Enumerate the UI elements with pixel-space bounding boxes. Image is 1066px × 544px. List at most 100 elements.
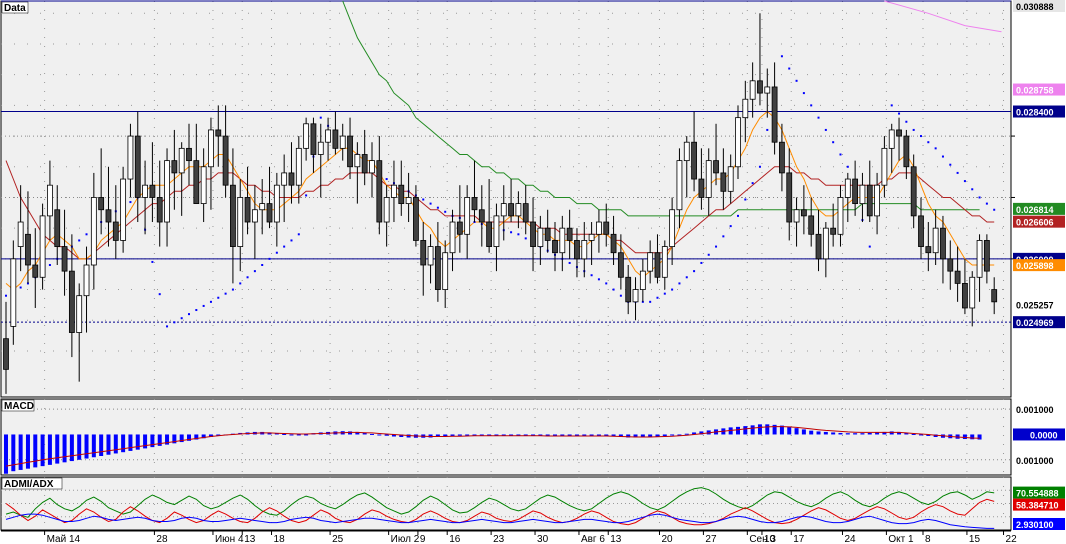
sar-dot <box>590 274 593 277</box>
candle-body <box>625 276 632 303</box>
macd-bar <box>187 434 191 441</box>
candle-body <box>208 129 214 168</box>
macd-bar <box>208 434 213 437</box>
adx-axis: 70.554888 58.384710 2.930100 <box>1013 486 1065 530</box>
candle-body <box>156 197 163 223</box>
sar-dot <box>678 282 681 285</box>
sar-dot <box>985 202 988 205</box>
candle-body <box>866 184 873 217</box>
candle-body <box>90 197 97 266</box>
macd-bar <box>772 424 777 435</box>
candle-body <box>332 129 339 149</box>
sar-dot <box>290 239 293 242</box>
candle-body <box>654 252 661 278</box>
candle-body <box>98 197 105 211</box>
candle-body <box>757 80 763 94</box>
candle-body <box>25 233 31 266</box>
candle-body <box>149 184 156 198</box>
sar-dot <box>188 313 190 316</box>
candle-body <box>398 184 405 205</box>
macd-bar <box>304 434 309 436</box>
candle-body <box>647 252 654 272</box>
candle-body <box>603 221 610 235</box>
candle-body <box>456 221 463 235</box>
adx-minus-line <box>5 498 995 526</box>
sar-dot <box>927 141 930 144</box>
macd-bar <box>274 433 279 435</box>
candle-body <box>339 135 346 149</box>
adx-value-label: 2.930100 <box>1016 520 1054 530</box>
sar-dot <box>568 261 571 264</box>
macd-bar <box>831 432 836 435</box>
candle-body <box>310 123 317 155</box>
macd-bar <box>531 434 536 436</box>
macd-bar <box>882 431 887 435</box>
time-tick-label: 27 <box>705 534 717 544</box>
macd-bar <box>55 434 60 464</box>
candle-body <box>413 197 419 241</box>
sar-dot <box>758 165 761 168</box>
price-label-bg <box>1013 0 1065 12</box>
macd-bar <box>845 433 850 435</box>
candle-body <box>844 178 851 198</box>
candle-body <box>83 264 90 297</box>
ma-long-line <box>884 0 1002 33</box>
time-tick-label: 15 <box>969 534 981 544</box>
macd-bar <box>853 433 858 435</box>
sar-dot <box>524 237 527 240</box>
candle-body <box>676 160 683 211</box>
sar-dot <box>444 210 447 213</box>
sar-dot <box>151 260 154 263</box>
macd-bar <box>465 434 470 436</box>
macd-bar <box>897 431 902 435</box>
macd-bar <box>919 434 923 436</box>
sar-dot <box>890 104 893 107</box>
sar-dot <box>949 163 952 166</box>
sar-dot <box>85 233 88 236</box>
candle-body <box>68 270 75 333</box>
sar-dot <box>246 276 249 279</box>
candle-body <box>639 270 646 290</box>
candle-body <box>588 233 595 241</box>
sar-dot <box>612 288 615 291</box>
sar-dot <box>839 153 842 156</box>
macd-bar <box>523 434 528 436</box>
sar-dot <box>993 208 996 211</box>
candle-body <box>493 215 500 247</box>
candle-body <box>815 233 822 260</box>
macd-bar <box>816 431 821 435</box>
sar-dot <box>429 202 432 205</box>
macd-bar <box>296 434 301 436</box>
macd-bar <box>911 433 916 435</box>
sar-dot <box>978 196 981 199</box>
candle-body <box>420 240 427 266</box>
macd-bar <box>779 425 784 435</box>
macd-bar <box>384 434 389 436</box>
time-tick-label: 9 <box>420 534 426 544</box>
candle-body <box>552 240 558 254</box>
moving-averages <box>5 0 1002 291</box>
candle-body <box>478 209 485 223</box>
candle-body <box>273 184 280 223</box>
sar-dot <box>231 288 234 291</box>
candle-body <box>39 215 46 278</box>
adx-value-label: 58.384710 <box>1016 501 1059 511</box>
macd-bar <box>648 434 653 437</box>
candle-body <box>991 289 998 303</box>
candle-body <box>852 178 859 205</box>
macd-panel-label: MACD <box>1 399 35 412</box>
candle-body <box>881 147 888 186</box>
sar-dot <box>517 233 520 236</box>
time-tick-label: 23 <box>493 534 505 544</box>
macd-bar <box>662 434 667 436</box>
candle-body <box>391 184 397 198</box>
candle-body <box>515 203 522 217</box>
price-label-bg <box>1013 215 1065 228</box>
candle-body <box>874 184 880 217</box>
candle-body <box>215 129 222 137</box>
sar-dot <box>597 278 600 281</box>
macd-bar <box>611 434 616 437</box>
candle-body <box>76 295 83 333</box>
sar-dot <box>305 194 308 197</box>
